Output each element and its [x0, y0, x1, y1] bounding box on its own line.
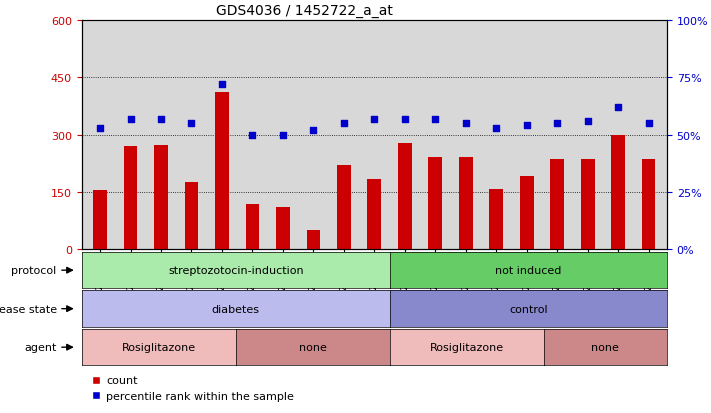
Bar: [337, 166, 351, 250]
Bar: [154, 146, 168, 250]
Bar: [245, 204, 260, 250]
Point: [460, 121, 471, 127]
Bar: [581, 159, 594, 250]
Bar: [550, 159, 564, 250]
Text: none: none: [299, 342, 326, 352]
Point: [643, 121, 654, 127]
Bar: [489, 190, 503, 250]
Point: [186, 121, 197, 127]
Point: [399, 116, 410, 123]
Bar: [215, 93, 229, 250]
Text: streptozotocin-induction: streptozotocin-induction: [168, 266, 304, 275]
Text: agent: agent: [24, 342, 57, 352]
Bar: [520, 176, 533, 250]
Legend: count, percentile rank within the sample: count, percentile rank within the sample: [87, 371, 299, 406]
Bar: [306, 230, 320, 250]
Text: Rosiglitazone: Rosiglitazone: [429, 342, 504, 352]
Point: [277, 132, 289, 139]
Point: [125, 116, 137, 123]
Point: [552, 121, 563, 127]
Point: [308, 127, 319, 134]
Point: [155, 116, 166, 123]
Bar: [368, 179, 381, 250]
Point: [612, 104, 624, 111]
Text: not induced: not induced: [495, 266, 562, 275]
Point: [582, 118, 594, 125]
Point: [491, 125, 502, 132]
Bar: [459, 157, 473, 250]
Bar: [124, 147, 137, 250]
Bar: [429, 157, 442, 250]
Text: control: control: [509, 304, 547, 314]
Point: [338, 121, 350, 127]
Bar: [276, 207, 290, 250]
Point: [368, 116, 380, 123]
Text: none: none: [592, 342, 619, 352]
Point: [429, 116, 441, 123]
Point: [247, 132, 258, 139]
Text: Rosiglitazone: Rosiglitazone: [122, 342, 196, 352]
Point: [95, 125, 106, 132]
Text: protocol: protocol: [11, 266, 57, 275]
Bar: [185, 183, 198, 250]
Bar: [93, 191, 107, 250]
Point: [216, 81, 228, 88]
Title: GDS4036 / 1452722_a_at: GDS4036 / 1452722_a_at: [215, 4, 392, 18]
Bar: [398, 144, 412, 250]
Bar: [611, 136, 625, 250]
Text: diabetes: diabetes: [212, 304, 260, 314]
Point: [521, 123, 533, 129]
Text: disease state: disease state: [0, 304, 57, 314]
Bar: [642, 159, 656, 250]
